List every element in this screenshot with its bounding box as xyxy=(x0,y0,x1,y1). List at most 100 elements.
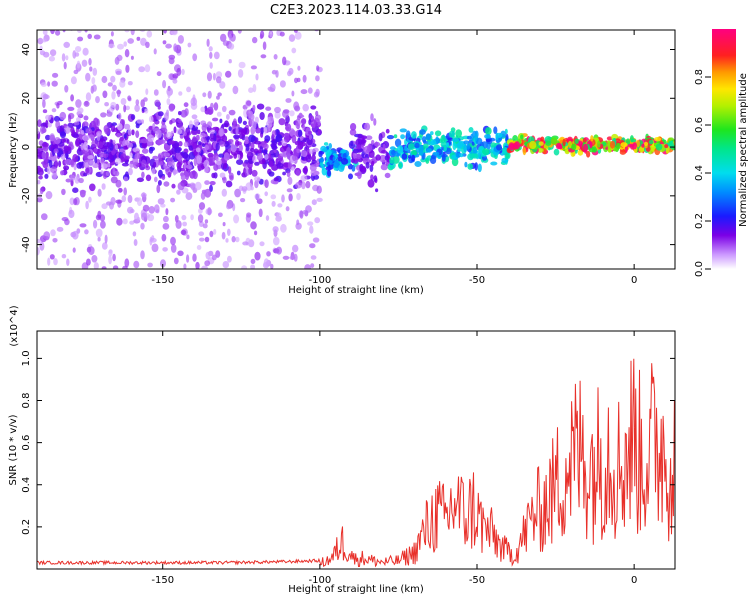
spectral-scatter xyxy=(250,258,256,264)
spectral-blob xyxy=(184,171,190,181)
spectral-scatter xyxy=(41,213,48,221)
spectral-blob xyxy=(520,134,524,140)
spectral-scatter xyxy=(45,191,53,200)
spectral-scatter xyxy=(202,223,208,229)
spectral-scatter xyxy=(299,210,304,219)
spectral-blob xyxy=(373,118,377,126)
spectral-scatter xyxy=(108,43,115,49)
spectrogram-x-axis-label: Height of straight line (km) xyxy=(288,285,424,296)
spectral-blob xyxy=(164,143,168,148)
spectral-blob xyxy=(285,123,292,132)
spectral-blob xyxy=(136,177,144,183)
spectral-scatter xyxy=(254,116,259,124)
spectral-scatter xyxy=(45,114,52,121)
spectral-scatter xyxy=(315,88,320,97)
spectral-scatter xyxy=(296,77,301,83)
spectral-blob xyxy=(582,143,589,152)
spectral-scatter xyxy=(70,174,76,181)
spectral-blob xyxy=(116,132,121,138)
spectral-scatter xyxy=(135,99,140,106)
spectral-blob xyxy=(182,152,189,159)
spectral-scatter xyxy=(258,208,263,218)
spectral-scatter xyxy=(91,254,98,263)
spectral-scatter xyxy=(127,194,133,204)
spectral-blob xyxy=(72,133,79,139)
spectral-scatter xyxy=(286,188,293,193)
spectral-scatter xyxy=(140,192,147,198)
spectral-blob xyxy=(70,126,75,134)
spectral-blob xyxy=(522,147,527,156)
spectral-blob xyxy=(297,129,303,138)
spectral-scatter xyxy=(175,220,182,229)
spectral-blob xyxy=(64,146,72,152)
spectral-scatter xyxy=(93,262,99,269)
spectral-scatter xyxy=(123,41,127,47)
spectral-blob xyxy=(430,156,437,164)
spectral-scatter xyxy=(100,157,105,164)
spectral-scatter xyxy=(202,92,207,98)
spectral-scatter xyxy=(211,254,217,261)
spectral-scatter xyxy=(295,169,301,177)
spectral-blob xyxy=(378,133,383,142)
spectral-blob xyxy=(223,152,230,161)
spectral-scatter xyxy=(300,175,308,182)
spectral-blob xyxy=(356,153,362,160)
spectral-scatter xyxy=(136,36,141,41)
spectral-scatter xyxy=(51,108,57,113)
spectral-scatter xyxy=(100,170,104,175)
spectral-scatter xyxy=(231,236,236,243)
spectral-scatter xyxy=(254,230,258,236)
spectral-scatter xyxy=(282,255,290,260)
spectral-blob xyxy=(641,143,645,148)
spectral-blob xyxy=(482,148,490,156)
spectral-blob xyxy=(157,180,162,186)
spectral-scatter xyxy=(204,144,210,151)
spectral-scatter xyxy=(142,204,150,212)
spectral-blob xyxy=(157,111,164,117)
spectral-blob xyxy=(67,106,75,111)
spectral-scatter xyxy=(126,142,133,149)
y-tick-label: 0 xyxy=(21,144,32,150)
spectral-scatter xyxy=(138,66,146,73)
spectral-scatter xyxy=(70,76,77,85)
spectral-scatter xyxy=(163,152,170,157)
spectral-scatter xyxy=(289,110,295,117)
spectral-blob xyxy=(317,129,322,135)
spectral-scatter xyxy=(141,119,144,124)
spectral-scatter xyxy=(192,53,198,62)
spectral-scatter xyxy=(127,95,132,101)
spectral-scatter xyxy=(273,54,278,60)
colorbar-ticks: 0.0 0.2 0.4 0.6 0.8 xyxy=(694,69,711,277)
spectral-blob xyxy=(245,143,250,152)
spectral-blob xyxy=(538,141,544,146)
spectral-scatter xyxy=(262,41,267,50)
spectral-scatter xyxy=(177,250,184,257)
spectral-blob xyxy=(349,129,357,136)
spectral-scatter xyxy=(165,208,169,216)
spectral-blob xyxy=(400,134,405,140)
spectral-scatter xyxy=(79,223,87,228)
spectral-blob xyxy=(368,150,375,158)
spectrogram-y-ticks: -40 -20 0 20 40 xyxy=(21,43,675,253)
spectral-blob xyxy=(355,144,362,150)
spectral-scatter xyxy=(228,172,234,180)
spectral-blob xyxy=(178,141,183,147)
spectral-scatter xyxy=(207,90,212,99)
spectral-blob xyxy=(176,161,182,169)
spectral-scatter xyxy=(279,31,285,37)
spectral-scatter xyxy=(251,120,257,130)
spectral-blob xyxy=(306,137,313,146)
spectral-scatter xyxy=(88,58,92,66)
y-tick-label: 0.2 xyxy=(21,519,32,535)
spectral-scatter xyxy=(104,128,111,135)
spectral-blob xyxy=(537,147,544,153)
spectral-scatter xyxy=(213,228,217,235)
spectral-scatter xyxy=(91,77,96,85)
spectral-scatter xyxy=(43,231,51,240)
spectral-scatter xyxy=(111,91,116,100)
spectral-scatter xyxy=(114,157,122,165)
spectral-scatter xyxy=(87,155,94,160)
spectral-blob xyxy=(385,151,389,158)
spectral-scatter xyxy=(193,118,200,126)
spectral-blob xyxy=(117,187,123,193)
